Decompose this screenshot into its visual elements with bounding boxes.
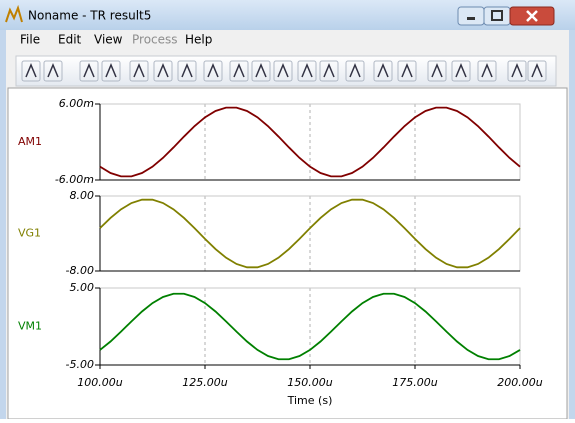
y-tick-label: -6.00m: [55, 173, 94, 186]
toolbar-button[interactable]: [345, 60, 365, 82]
toolbar-glyph: [349, 63, 361, 78]
toolbar-glyph: [233, 63, 245, 78]
toolbar-glyph: [47, 63, 59, 78]
toolbar-button[interactable]: [477, 60, 497, 82]
toolbar-button[interactable]: [129, 60, 149, 82]
toolbar-glyph: [133, 63, 145, 78]
toolbar-button[interactable]: [101, 60, 121, 82]
menu-item[interactable]: Process: [132, 33, 178, 47]
toolbar-button[interactable]: [21, 60, 41, 82]
toolbar-glyph: [157, 63, 169, 78]
series-line: [99, 292, 521, 361]
toolbar-glyph: [481, 63, 493, 78]
toolbar-button[interactable]: [203, 60, 223, 82]
x-tick-label: 125.00u: [182, 376, 227, 389]
toolbar-glyph: [377, 63, 389, 78]
plot-area: [7, 87, 568, 420]
toolbar-button[interactable]: [229, 60, 249, 82]
toolbar-button[interactable]: [319, 60, 339, 82]
toolbar-glyph: [105, 63, 117, 78]
toolbar-glyph: [25, 63, 37, 78]
menu-item[interactable]: Help: [185, 33, 212, 47]
y-axis-label: AM1: [18, 135, 42, 148]
toolbar-glyph: [181, 63, 193, 78]
toolbar-button[interactable]: [397, 60, 417, 82]
series-line: [99, 106, 521, 178]
y-axis-label: VM1: [18, 320, 42, 333]
menu-bar: File Edit View Process Help: [20, 33, 212, 47]
y-tick-label: 5.00: [70, 281, 95, 294]
series-line: [99, 198, 521, 269]
toolbar-glyph: [83, 63, 95, 78]
y-axis-label: VG1: [18, 227, 41, 240]
toolbar-button[interactable]: [79, 60, 99, 82]
toolbar-glyph: [255, 63, 267, 78]
toolbar-button[interactable]: [527, 60, 547, 82]
toolbar-glyph: [511, 63, 523, 78]
toolbar-glyph: [277, 63, 289, 78]
toolbar-button[interactable]: [177, 60, 197, 82]
x-tick-label: 175.00u: [392, 376, 437, 389]
minimize-button[interactable]: [457, 6, 485, 26]
toolbar-glyph: [531, 63, 543, 78]
toolbar-button[interactable]: [427, 60, 447, 82]
toolbar-button[interactable]: [251, 60, 271, 82]
toolbar-glyph: [401, 63, 413, 78]
menu-item[interactable]: View: [94, 33, 123, 47]
y-tick-label: 8.00: [70, 189, 95, 202]
y-tick-label: 6.00m: [59, 97, 94, 110]
x-tick-label: 200.00u: [497, 376, 542, 389]
x-axis-label: Time (s): [287, 394, 333, 407]
toolbar-icons: [21, 60, 547, 82]
toolbar-button[interactable]: [153, 60, 173, 82]
menu-item[interactable]: Edit: [58, 33, 82, 47]
window-title: Noname - TR result5: [28, 9, 151, 23]
toolbar-button[interactable]: [451, 60, 471, 82]
maximize-button[interactable]: [483, 6, 511, 26]
y-tick-label: -5.00: [66, 358, 94, 371]
x-tick-label: 100.00u: [77, 376, 122, 389]
toolbar-button[interactable]: [507, 60, 527, 82]
toolbar-button[interactable]: [43, 60, 63, 82]
toolbar-glyph: [323, 63, 335, 78]
plots: -6.00m 6.00m AM1 -8.00 8.00 VG1 -5.00 5.00 VM1 10…: [18, 97, 543, 407]
menu-item[interactable]: File: [20, 33, 40, 47]
app-icon: [5, 4, 23, 23]
x-tick-label: 150.00u: [287, 376, 332, 389]
toolbar-glyph: [207, 63, 219, 78]
toolbar-button[interactable]: [273, 60, 293, 82]
toolbar-glyph: [431, 63, 443, 78]
toolbar-button[interactable]: [373, 60, 393, 82]
toolbar-button[interactable]: [297, 60, 317, 82]
toolbar-glyph: [301, 63, 313, 78]
y-tick-label: -8.00: [66, 264, 94, 277]
toolbar-glyph: [455, 63, 467, 78]
